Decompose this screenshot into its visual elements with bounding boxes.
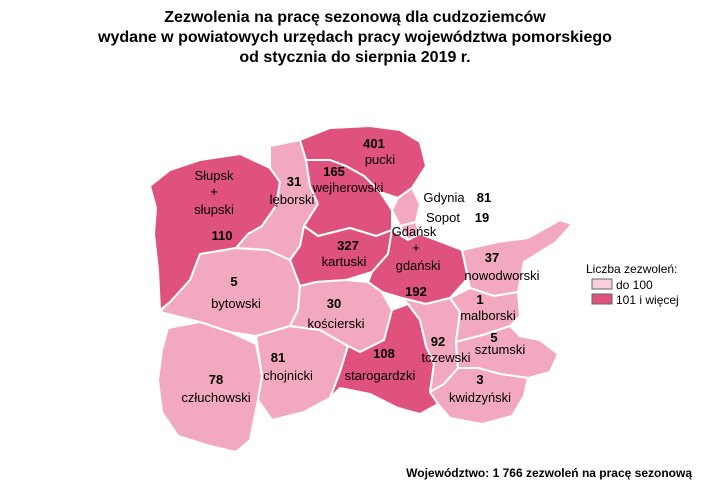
label-kartuski: kartuski [322, 254, 367, 269]
value-chojnicki: 81 [271, 350, 285, 365]
label-slupski: słupski [194, 202, 234, 217]
label-sopot: Sopot [426, 210, 460, 225]
label-bytowski: bytowski [211, 296, 261, 311]
legend-swatch-high [591, 293, 613, 305]
label-slupsk-plus: + [210, 184, 218, 199]
value-bytowski: 5 [230, 274, 237, 289]
label-chojnicki: chojnicki [263, 368, 313, 383]
label-sztumski: sztumski [475, 342, 526, 357]
label-malborski: malborski [460, 308, 516, 323]
value-sztumski: 5 [490, 330, 497, 345]
value-starogardzki: 108 [373, 346, 395, 361]
region-kwidzynski [429, 367, 529, 425]
legend-label-high: 101 i więcej [616, 293, 679, 307]
value-wejherowski: 165 [323, 164, 345, 179]
map-title: Zezwolenia na pracę sezonową dla cudzozi… [0, 8, 710, 68]
value-leborski: 31 [287, 174, 301, 189]
value-koscierski: 30 [327, 296, 341, 311]
label-slupsk: Słupsk [194, 168, 234, 183]
value-sopot: 19 [475, 210, 489, 225]
legend-swatch-low [591, 278, 613, 290]
label-leborski: lęborski [270, 192, 315, 207]
label-gdansk: Gdańsk [392, 224, 437, 239]
value-gdanski: 192 [405, 284, 427, 299]
label-starogardzki: starogardzki [345, 368, 416, 383]
title-line-3: od stycznia do sierpnia 2019 r. [239, 49, 471, 66]
region-czluchowski [157, 321, 263, 453]
value-nowodworski: 37 [485, 250, 499, 265]
label-koscierski: kościerski [307, 316, 364, 331]
legend-label-low: do 100 [616, 278, 653, 292]
value-kartuski: 327 [337, 238, 359, 253]
label-tczewski: tczewski [421, 350, 470, 365]
label-czluchowski: człuchowski [181, 390, 250, 405]
legend-title: Liczba zezwoleń: [586, 262, 677, 276]
value-gdynia: 81 [477, 190, 491, 205]
label-gdansk-plus: + [412, 240, 420, 255]
value-slupski: 110 [212, 228, 233, 243]
value-czluchowski: 78 [209, 372, 223, 387]
region-nowodworski [461, 219, 573, 297]
title-line-1: Zezwolenia na pracę sezonową dla cudzozi… [164, 9, 546, 26]
label-nowodworski: nowodworski [464, 268, 539, 283]
title-line-2: wydane w powiatowych urzędach pracy woje… [98, 29, 612, 46]
legend: Liczba zezwoleń: do 100 101 i więcej [586, 262, 679, 307]
label-gdynia: Gdynia [423, 190, 465, 205]
region-labels: Słupsk + słupski 110 31 lęborski 401 puc… [181, 136, 539, 405]
label-pucki: pucki [365, 152, 395, 167]
value-malborski: 1 [476, 292, 483, 307]
label-kwidzynski: kwidzyński [449, 390, 511, 405]
value-tczewski: 92 [431, 334, 445, 349]
label-wejherowski: wejherowski [312, 180, 384, 195]
value-pucki: 401 [363, 136, 385, 151]
label-gdanski: gdański [396, 258, 441, 273]
value-kwidzynski: 3 [476, 372, 483, 387]
footer-total: Województwo: 1 766 zezwoleń na pracę sez… [406, 466, 692, 480]
